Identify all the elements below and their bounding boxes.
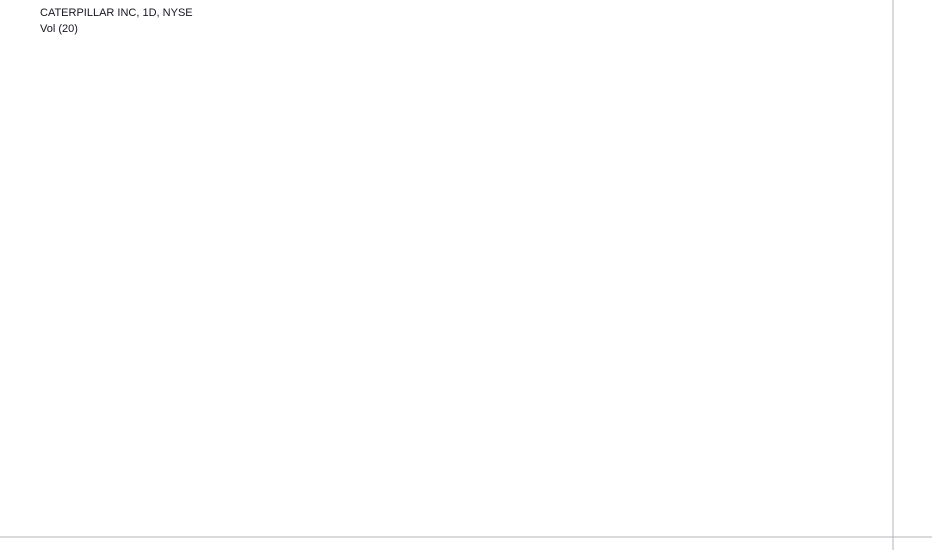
- chart-title: CATERPILLAR INC, 1D, NYSE: [40, 7, 193, 19]
- time-axis-bg: [0, 537, 932, 550]
- right-axis-bg: [893, 0, 932, 550]
- indicator-label: Vol (20): [40, 23, 78, 35]
